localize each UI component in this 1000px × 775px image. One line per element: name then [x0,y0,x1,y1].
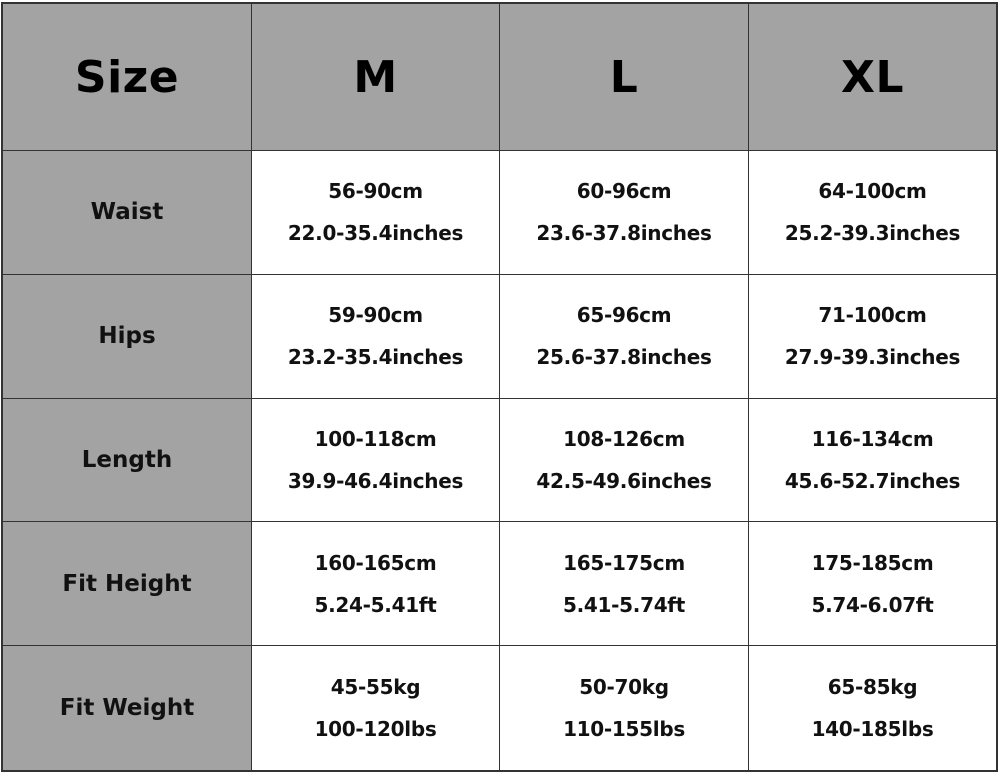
table-cell: 175-185cm 5.74-6.07ft [749,522,996,647]
table-cell: 60-96cm 23.6-37.8inches [500,151,749,275]
metric-value: 71-100cm [818,303,927,328]
size-column-header: M [353,51,398,103]
table-cell: 71-100cm 27.9-39.3inches [749,275,996,399]
metric-value: 65-96cm [576,303,672,328]
imperial-value: 25.2-39.3inches [784,221,961,246]
row-label: Waist [90,199,164,226]
header-cell-l: L [500,4,749,151]
metric-value: 50-70kg [579,675,669,700]
table-cell: 56-90cm 22.0-35.4inches [252,151,500,275]
imperial-value: 39.9-46.4inches [287,468,464,493]
metric-value: 175-185cm [811,550,934,575]
header-size-label: Size [74,51,180,103]
header-cell-xl: XL [749,4,996,151]
table-cell: 108-126cm 42.5-49.6inches [500,398,749,523]
row-label-cell: Waist [3,151,252,275]
table-cell: 160-165cm 5.24-5.41ft [252,522,500,647]
metric-value: 160-165cm [314,550,437,575]
metric-value: 100-118cm [314,426,437,451]
metric-value: 56-90cm [328,179,423,204]
table-cell: 116-134cm 45.6-52.7inches [749,399,996,523]
imperial-value: 5.74-6.07ft [811,592,934,617]
row-label-cell: Length [3,398,252,523]
imperial-value: 25.6-37.8inches [536,345,712,370]
metric-value: 59-90cm [328,303,423,328]
row-label-cell: Fit Height [3,522,252,647]
metric-value: 65-85kg [827,675,918,700]
table-cell: 165-175cm 5.41-5.74ft [500,522,749,647]
header-cell-m: M [252,4,500,151]
imperial-value: 5.24-5.41ft [314,592,437,617]
table-cell: 100-118cm 39.9-46.4inches [252,398,500,523]
header-cell-size: Size [3,4,252,151]
table-cell: 59-90cm 23.2-35.4inches [252,274,500,399]
metric-value: 116-134cm [811,426,934,451]
table-cell: 64-100cm 25.2-39.3inches [749,151,996,275]
imperial-value: 22.0-35.4inches [287,221,464,246]
metric-value: 108-126cm [563,426,685,451]
table-cell: 65-85kg 140-185lbs [749,646,996,770]
row-label: Length [81,446,173,473]
row-label-cell: Hips [3,274,252,399]
table-cell: 50-70kg 110-155lbs [500,646,749,770]
table-cell: 65-96cm 25.6-37.8inches [500,274,749,399]
table-cell: 45-55kg 100-120lbs [252,646,500,770]
metric-value: 64-100cm [818,179,927,204]
row-label-cell: Fit Weight [3,646,252,770]
imperial-value: 42.5-49.6inches [536,468,712,493]
imperial-value: 110-155lbs [563,717,685,742]
imperial-value: 23.6-37.8inches [536,221,712,246]
metric-value: 45-55kg [330,675,421,700]
imperial-value: 100-120lbs [314,717,437,742]
row-label: Fit Weight [59,695,195,722]
imperial-value: 27.9-39.3inches [784,345,961,370]
row-label: Hips [98,323,156,350]
size-column-header: L [609,51,639,103]
metric-value: 60-96cm [576,179,672,204]
imperial-value: 45.6-52.7inches [784,468,961,493]
row-label: Fit Height [62,570,192,597]
imperial-value: 140-185lbs [811,717,934,742]
imperial-value: 5.41-5.74ft [563,592,685,617]
imperial-value: 23.2-35.4inches [287,345,464,370]
metric-value: 165-175cm [563,550,685,575]
size-column-header: XL [841,51,904,103]
